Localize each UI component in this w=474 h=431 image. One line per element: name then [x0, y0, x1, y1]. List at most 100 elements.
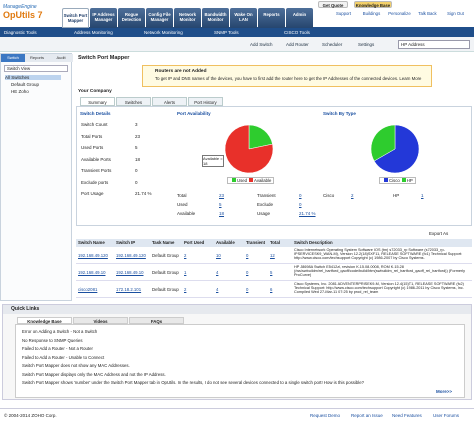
table-cell[interactable]: 192.168.49.10	[78, 270, 106, 275]
table-row: 192.168.49.10 192.168.49.10 Default Group 1…	[76, 265, 472, 281]
link-item[interactable]: Failed to Add a Router - Not a Router	[22, 346, 93, 351]
more-link[interactable]: More>>	[436, 389, 453, 394]
table-cell[interactable]: 192.168.49.10	[116, 270, 144, 275]
panel-title: Port Availability	[177, 111, 211, 116]
user-link[interactable]: Personalize	[388, 11, 411, 16]
alert-title: Routers are not Added	[155, 69, 207, 74]
toolbar-button[interactable]: Settings	[358, 42, 375, 47]
column-header[interactable]: Switch Description	[294, 240, 333, 245]
stat-label: Used	[177, 202, 188, 207]
tree-item[interactable]: Default Group	[11, 82, 40, 87]
toolbar: Add Switch Add Router Scheduler Settings HP …	[0, 37, 474, 52]
export-button[interactable]: Export As	[429, 231, 449, 236]
link-item[interactable]: Switch Port Mapper does not show any MAC…	[22, 363, 130, 368]
sidebar-tab[interactable]: Switch Details	[1, 54, 25, 68]
content-tab[interactable]: Alerts	[152, 97, 187, 106]
detail-value: 0	[135, 179, 138, 185]
detail-label: Exclude ports	[81, 179, 109, 185]
nav-tab[interactable]: Switch Port Mapper	[62, 8, 89, 28]
footer-link[interactable]: Report an Issue	[351, 413, 383, 418]
link-item[interactable]: Failed to Add a Router - Unable to Conne…	[22, 354, 105, 360]
user-link[interactable]: Buildings	[362, 11, 381, 16]
footer-link[interactable]: Need Features	[392, 413, 422, 418]
submenu-item[interactable]: CISCO Tools	[284, 30, 310, 35]
link-item[interactable]: Switch Port Mapper shows 'number' under …	[22, 380, 364, 385]
link-tab[interactable]: FAQs	[129, 317, 184, 324]
stat-value: 21.74 %	[299, 211, 316, 216]
table-cell[interactable]: cisco2081	[78, 287, 98, 292]
table-cell[interactable]: 172.18.2.101	[116, 287, 142, 292]
column-header[interactable]: Transient	[246, 240, 266, 245]
nav-tab[interactable]: IP Address Manager	[90, 8, 117, 28]
sidebar-tab[interactable]: Reports	[25, 54, 49, 62]
quick-links: Quick Links Knowledge Base Videos FAQs Error…	[2, 304, 472, 400]
detail-value: 21.74 %	[135, 191, 152, 196]
column-header[interactable]: Task Name	[152, 240, 175, 245]
content-tab[interactable]: Summary	[80, 97, 115, 106]
toolbar-button[interactable]: Add Switch	[250, 42, 273, 47]
footer-link[interactable]: Request Demo	[310, 413, 341, 418]
submenu-item[interactable]: Network Monitoring	[144, 30, 183, 35]
nav-tab[interactable]: Wake On LAN	[230, 8, 257, 28]
user-link[interactable]: Sign Out	[447, 11, 464, 16]
column-header[interactable]: Total	[270, 240, 280, 245]
column-header[interactable]: Port Used	[184, 240, 205, 245]
table-cell[interactable]: 192.168.49.120	[78, 253, 108, 258]
table-cell: 0	[246, 270, 249, 275]
stat-value: 0	[299, 193, 302, 198]
nav-tab[interactable]: Bandwidth Monitor	[202, 8, 229, 28]
pie-slice	[224, 124, 274, 174]
user-link[interactable]: Support	[335, 11, 352, 16]
pie-chart	[370, 124, 420, 174]
nav-tab[interactable]: Network Monitor	[174, 8, 201, 28]
nav-tab[interactable]: Config File Manager	[146, 8, 173, 28]
nav-tab[interactable]: Admin	[286, 8, 313, 28]
column-header[interactable]: Switch IP	[116, 240, 136, 245]
toolbar-button[interactable]: Scheduler	[322, 42, 343, 47]
link-tab[interactable]: Videos	[73, 317, 128, 324]
stat-label: Total	[177, 193, 187, 198]
nav-tab[interactable]: Reports	[258, 8, 285, 28]
content-tab[interactable]: Switches	[116, 97, 151, 106]
type-label: Cisco	[323, 193, 335, 198]
nav-tab[interactable]: Rogue Detection	[118, 8, 145, 28]
user-link[interactable]: Talk Back	[418, 11, 437, 16]
sidebar-tab[interactable]: Audit	[49, 54, 73, 62]
tree-item[interactable]: All Switches	[5, 75, 61, 80]
top-button[interactable]: Knowledge Base	[354, 1, 392, 8]
column-header[interactable]: Available	[216, 240, 235, 245]
submenu-item[interactable]: Diagnostic Tools	[4, 30, 37, 35]
table-cell: 6	[270, 287, 273, 292]
alert: Routers are not Added To get IP and DNS n…	[142, 65, 432, 87]
link-item[interactable]: No Response to SNMP Queries	[22, 337, 83, 343]
table-cell: 1	[184, 270, 187, 275]
company: Your Company	[78, 89, 112, 94]
submenu-item[interactable]: Address Monitoring	[74, 30, 113, 35]
detail-label: Port Usage	[81, 191, 104, 196]
table-cell[interactable]: 192.168.49.120	[116, 253, 146, 258]
link-item[interactable]: Switch Port Mapper displays only the MAC…	[22, 371, 166, 377]
top-button[interactable]: Get Quote	[318, 1, 348, 8]
submenu-item[interactable]: SNMP Tools	[214, 30, 239, 35]
content-tab[interactable]: Port History	[188, 97, 223, 106]
link-tab[interactable]: Knowledge Base	[17, 317, 72, 324]
detail-label: Total Ports	[81, 133, 103, 139]
logo: ManageEngine	[3, 4, 37, 10]
table-cell: HP J8698A Switch E5412zl, revision K.15.…	[294, 265, 466, 277]
header: ManageEngine OpUtils 7 Switch Port Mapper I…	[0, 0, 474, 28]
table-cell: 4	[216, 270, 219, 275]
search-box[interactable]: HP Address	[398, 40, 470, 49]
view-select[interactable]: Switch View	[4, 65, 68, 72]
pie-callout: Available = 18	[202, 155, 224, 167]
toolbar-button[interactable]: Add Router	[286, 42, 309, 47]
section-title: Quick Links	[3, 305, 471, 314]
legend: Used Available	[227, 177, 275, 184]
link-item[interactable]: Error on Adding a Switch - Not a Switch	[22, 329, 98, 334]
column-header[interactable]: Switch Name	[78, 240, 105, 245]
tree-item[interactable]: HE Zoho	[11, 89, 29, 94]
table-cell: 4	[216, 287, 219, 292]
table-cell: 2	[184, 253, 187, 258]
footer-link[interactable]: User Forums	[433, 413, 460, 418]
detail-label: Used Ports	[81, 145, 104, 150]
